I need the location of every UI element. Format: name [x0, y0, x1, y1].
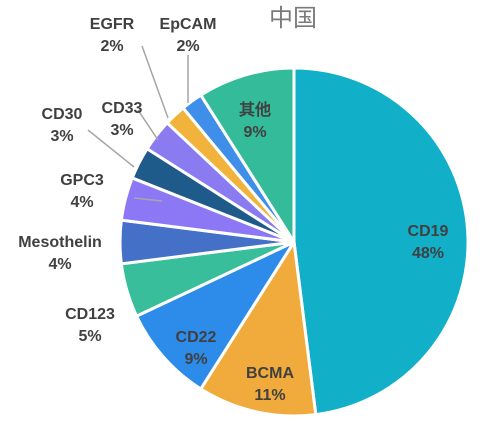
slice-label: CD33 — [102, 100, 143, 117]
slice-value-label: 5% — [78, 328, 101, 345]
slice-label: CD19 — [408, 223, 449, 240]
slice-value-label: 9% — [184, 351, 207, 368]
slice-value-label: 2% — [176, 38, 199, 55]
slice-label: GPC3 — [60, 172, 104, 189]
leader-lines — [87, 45, 189, 202]
slice-label: 其他 — [239, 100, 271, 119]
pie-slices — [118, 66, 470, 418]
pie-slice-bcma — [199, 240, 318, 418]
slice-label: Mesothelin — [18, 234, 102, 251]
slice-label: BCMA — [246, 365, 294, 382]
slice-value-label: 11% — [254, 387, 285, 404]
slice-value-label: 9% — [243, 124, 266, 141]
slice-value-label: 4% — [48, 256, 71, 273]
pie-slice-cd19 — [292, 66, 470, 417]
slice-label: CD123 — [65, 306, 115, 323]
slice-label: EpCAM — [160, 16, 217, 33]
pie-slice-other-10 — [199, 66, 296, 244]
slice-value-label: 4% — [70, 194, 93, 211]
pie-slice-cd22 — [135, 240, 296, 391]
slice-value-label: 48% — [412, 245, 444, 262]
leader-line — [137, 109, 159, 141]
leader-line — [87, 129, 135, 168]
slice-value-label: 2% — [100, 38, 123, 55]
slice-labels: CD19 48% BCMA 11% CD22 9% CD123 5% Mesothelin 4% G… — [18, 16, 448, 404]
leader-line — [141, 45, 169, 119]
slice-value-label: 3% — [50, 128, 73, 145]
slice-value-label: 3% — [110, 122, 133, 139]
slice-label: CD30 — [42, 106, 83, 123]
slice-label: EGFR — [90, 16, 135, 33]
slice-label: CD22 — [176, 329, 217, 346]
leader-line — [133, 197, 163, 202]
chart-title: 中国 — [269, 4, 317, 32]
